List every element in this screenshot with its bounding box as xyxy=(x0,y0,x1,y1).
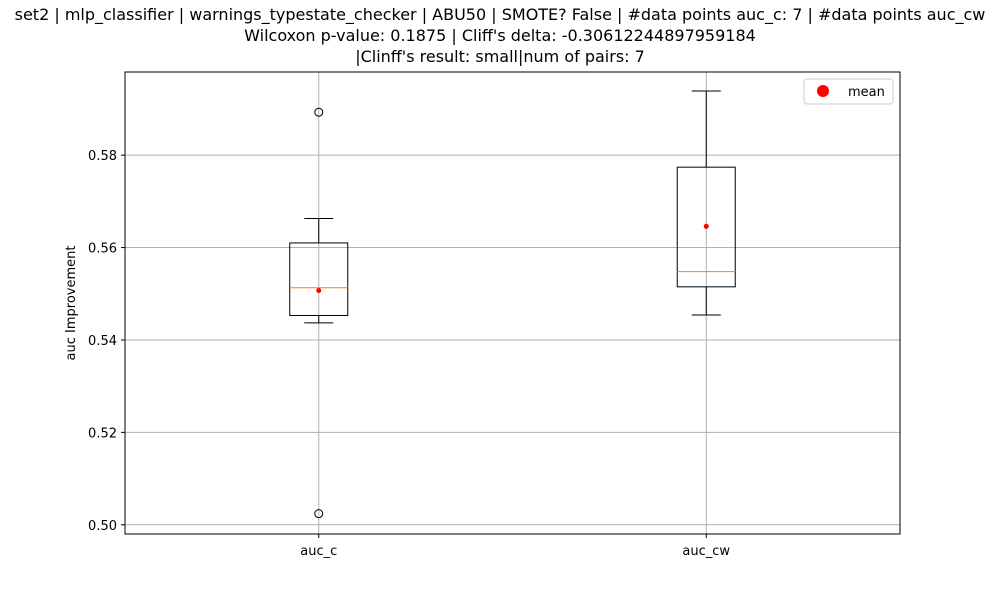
legend-mean-marker xyxy=(817,85,829,97)
iqr-box xyxy=(289,242,349,316)
mean-marker xyxy=(703,223,709,229)
chart-title-line-3: |Clinff's result: small|num of pairs: 7 xyxy=(355,47,645,66)
chart-title-line-2: Wilcoxon p-value: 0.1875 | Cliff's delta… xyxy=(244,26,756,45)
outlier-point xyxy=(314,107,324,117)
x-axis: auc_c auc_cw xyxy=(300,534,730,559)
outlier-point xyxy=(314,509,324,519)
box-auc_cw xyxy=(676,90,736,316)
chart-title: set2 | mlp_classifier | warnings_typesta… xyxy=(0,4,1000,67)
plot-frame xyxy=(124,71,901,535)
legend-mean-label: mean xyxy=(848,85,885,100)
grid xyxy=(125,72,900,534)
iqr-box xyxy=(676,166,736,288)
y-axis-label: auc Improvement xyxy=(64,246,79,361)
x-tick-label-auc_c: auc_c xyxy=(300,544,337,559)
chart-title-line-1: set2 | mlp_classifier | warnings_typesta… xyxy=(14,5,986,24)
y-tick-label: 0.58 xyxy=(88,149,117,164)
y-tick-label: 0.50 xyxy=(88,519,117,534)
boxes xyxy=(289,90,736,519)
box-auc_c xyxy=(289,107,349,519)
legend: mean xyxy=(803,78,894,105)
mean-marker xyxy=(316,288,322,294)
y-tick-label: 0.52 xyxy=(88,426,117,441)
x-tick-label-auc_cw: auc_cw xyxy=(682,544,730,559)
legend-frame xyxy=(803,78,894,105)
y-tick-label: 0.54 xyxy=(88,334,117,349)
y-tick-label: 0.56 xyxy=(88,242,117,257)
y-axis: 0.50 0.52 0.54 0.56 0.58 xyxy=(88,149,125,534)
